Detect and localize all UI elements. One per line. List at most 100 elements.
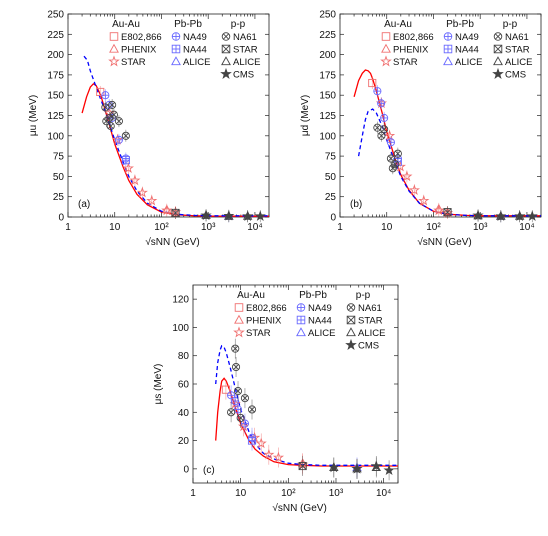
data-point [408,184,420,195]
legend-marker [234,314,244,324]
model-curve-dashed [83,55,269,217]
data-point-shape [380,125,389,134]
data-point-d2 [394,150,401,157]
legend-marker-shape [346,315,356,325]
data-point [231,362,241,372]
data-point-shape [254,210,266,221]
data-point [433,204,445,216]
data-point-d2 [232,345,239,352]
y-tick-label: 50 [325,172,337,183]
data-point [298,461,307,471]
x-tick-label: 10 [109,222,121,233]
legend-header: p-p [503,19,518,30]
data-point [106,122,115,131]
data-point-d2 [235,388,241,394]
legend-entry-label: ALICE [455,57,482,68]
data-point-d2 [378,132,385,139]
data-point-d2 [122,132,129,139]
data-point-d2 [102,104,109,111]
y-axis-label: μd (MeV) [300,95,311,136]
data-point-shape [368,78,377,88]
legend-entry-label: CMS [505,70,526,81]
y-axis-label: μu (MeV) [28,95,39,136]
x-axis-label: √sNN (GeV) [272,502,326,514]
legend-marker-d2 [347,304,355,311]
data-point [380,125,389,134]
y-tick-label: 175 [47,70,64,81]
y-tick-label: 0 [58,213,64,224]
data-point [221,385,230,394]
data-point-shape [408,184,420,195]
data-point-d2 [392,161,399,168]
data-point-shape [223,209,235,221]
legend-entry-label: ALICE [233,57,260,68]
data-point-shape [106,122,115,131]
data-point-shape [386,154,395,163]
x-tick-label: 10⁴ [519,222,534,233]
legend-entry-label: STAR [358,316,383,327]
legend-header: Pb-Pb [446,19,474,30]
legend-entry-label: STAR [121,57,146,68]
legend-entry-label: NA49 [308,303,332,314]
y-axis-label: μs (MeV) [153,364,164,405]
legend-entry-label: PHENIX [246,316,282,327]
data-point-shape [114,117,123,126]
data-point [247,436,257,445]
data-point-d2 [381,126,388,133]
data-point [386,138,395,147]
legend-entry-label: CMS [358,341,379,352]
data-point [122,162,134,174]
legend-marker [346,315,356,325]
legend-marker-shape [492,67,504,79]
x-tick-label: 1 [65,222,71,233]
y-tick-label: 25 [53,192,65,203]
data-point [328,461,340,473]
data-point [223,209,235,221]
y-tick-label: 75 [325,152,337,163]
data-point-shape [351,462,363,474]
legend-marker-shape [493,32,503,41]
legend-marker [296,303,306,312]
legend-marker-shape [443,56,453,66]
y-tick-label: 125 [319,111,336,122]
data-point-shape [231,362,241,372]
legend-marker-shape [493,44,503,54]
legend-marker-shape [296,327,306,337]
legend-marker [443,56,453,66]
data-point [254,210,266,221]
data-point-shape [227,408,236,417]
legend-marker-d2 [346,315,356,325]
data-point [101,91,110,100]
model-curve-dashed [215,344,398,466]
data-point [526,210,538,221]
data-point-shape [298,461,307,471]
model-curve-solid [81,82,269,217]
legend-marker [296,315,306,325]
legend: Au-AuE802,866PHENIXSTARPb-PbNA49NA44ALIC… [380,19,532,81]
data-point-shape [121,131,130,140]
legend-header: Au-Au [384,19,412,30]
legend-marker [346,303,356,312]
data-point [114,135,123,144]
model-curve-dashed [357,108,541,217]
x-tick-label: 10² [426,222,441,233]
data-point-shape [136,186,148,198]
data-point [263,448,275,460]
legend-entry-label: ALICE [183,57,210,68]
data-point-shape [171,208,180,217]
legend-entry-label: E802,866 [121,32,162,43]
data-point [393,149,402,158]
data-point-d2 [388,155,394,162]
data-point-d2 [107,123,114,129]
data-point-shape [391,160,400,169]
data-point-d2 [374,124,381,131]
legend-marker-shape [346,327,356,337]
data-point [114,117,123,126]
data-point [255,437,267,449]
data-point [391,160,400,169]
data-point-d2 [389,165,396,172]
data-point [161,204,173,216]
y-tick-label: 100 [172,323,189,334]
y-tick-label: 250 [47,10,64,21]
legend-marker-shape [221,56,231,66]
